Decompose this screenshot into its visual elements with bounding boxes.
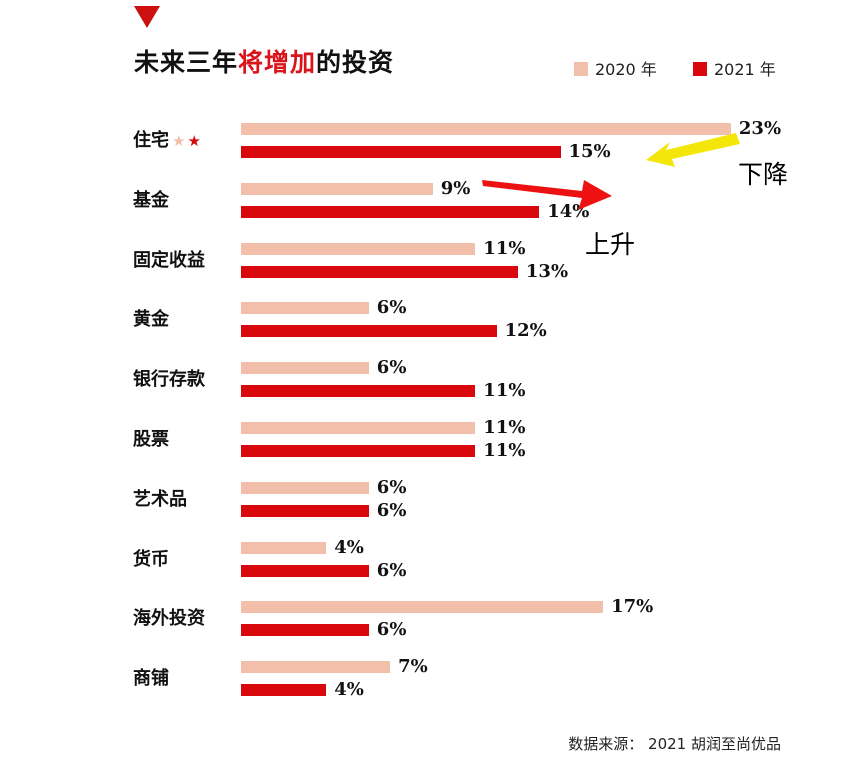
category-label: 股票 — [133, 429, 169, 451]
bar-value-label: 6% — [376, 499, 407, 521]
title-highlight: 将增加 — [238, 48, 317, 77]
bar-value-label: 14% — [547, 200, 590, 222]
bar-value-label: 23% — [738, 118, 782, 139]
category-text: 股票 — [133, 429, 169, 450]
legend-label-2021: 2021 年 — [714, 60, 776, 79]
bar-value-label: 4% — [334, 679, 364, 701]
bar-2021 — [241, 684, 327, 697]
category-text: 黄金 — [133, 309, 169, 331]
annotation-up-text: 上升 — [585, 230, 636, 259]
bar-value-label: 6% — [376, 297, 407, 319]
arrow-yellow-down — [646, 133, 740, 167]
category-text: 住宅 — [133, 130, 169, 151]
annotation-down-text: 下降 — [738, 160, 789, 189]
bar-2020 — [241, 123, 731, 135]
bar-2020 — [241, 302, 369, 315]
category-label: 艺术品 — [133, 489, 187, 511]
category-label: 基金 — [133, 190, 169, 212]
bar-2020 — [241, 541, 327, 554]
annotation-down: 下降 — [738, 155, 788, 191]
title-suffix: 的投资 — [316, 48, 395, 77]
category-label: 商铺 — [133, 668, 169, 690]
bar-2021 — [241, 385, 476, 398]
bar-2020 — [241, 422, 476, 434]
category-label: 固定收益 — [133, 250, 205, 272]
bar-value-label: 11% — [483, 237, 526, 259]
bar-2021 — [241, 445, 476, 457]
legend-swatch-2021 — [693, 62, 707, 76]
bar-value-label: 11% — [483, 440, 526, 461]
category-label: 黄金 — [133, 309, 169, 331]
bar-value-label: 6% — [376, 476, 407, 498]
bar-value-label: 6% — [376, 619, 407, 641]
category-text: 基金 — [133, 189, 169, 211]
bar-2020 — [241, 601, 604, 614]
bar-value-label: 15% — [568, 141, 611, 162]
bar-2020 — [241, 242, 476, 255]
category-text: 货币 — [133, 548, 169, 570]
category-text: 银行存款 — [133, 369, 205, 391]
bar-2021 — [241, 146, 561, 158]
bar-value-label: 4% — [334, 536, 364, 558]
bar-value-label: 13% — [525, 260, 569, 282]
category-label: 货币 — [133, 549, 169, 571]
bar-value-label: 17% — [611, 596, 654, 618]
bar-2021 — [241, 564, 369, 577]
bar-2021 — [241, 504, 369, 517]
category-text: 固定收益 — [133, 249, 205, 271]
bar-2021 — [241, 325, 497, 338]
bar-2020 — [241, 362, 369, 375]
legend-swatch-2020 — [574, 62, 588, 76]
bar-value-label: 11% — [483, 417, 526, 438]
bar-2021 — [241, 624, 369, 637]
chart-title: 未来三年将增加的投资 — [134, 43, 394, 79]
category-text: 商铺 — [133, 668, 169, 690]
bar-value-label: 9% — [440, 177, 471, 199]
top-triangle-marker — [134, 6, 160, 28]
title-prefix: 未来三年 — [134, 48, 239, 77]
bar-2020 — [241, 182, 433, 195]
category-text: 艺术品 — [133, 488, 187, 510]
category-label: 住宅 ★ ★ — [133, 130, 201, 152]
bar-value-label: 6% — [376, 559, 407, 581]
category-text: 海外投资 — [133, 608, 205, 630]
bar-value-label: 12% — [504, 320, 547, 342]
bar-value-label: 7% — [398, 656, 428, 678]
bar-2020 — [241, 661, 391, 674]
category-label: 海外投资 — [133, 608, 205, 630]
star-icon: ★ — [187, 132, 201, 150]
star-icon: ★ — [172, 132, 186, 150]
bar-value-label: 6% — [376, 357, 407, 379]
data-source: 数据来源： 2021 胡润至尚优品 — [568, 735, 781, 753]
legend-item-2021: 2021 年 — [693, 56, 776, 80]
category-label: 银行存款 — [133, 369, 205, 391]
bar-2021 — [241, 205, 540, 218]
legend-item-2020: 2020 年 — [574, 56, 657, 80]
bar-2020 — [241, 481, 369, 494]
bar-2021 — [241, 265, 518, 278]
annotation-up: 上升 — [585, 225, 635, 261]
legend-label-2020: 2020 年 — [595, 60, 657, 79]
bar-value-label: 11% — [483, 380, 526, 402]
arrow-red-up — [482, 180, 612, 210]
